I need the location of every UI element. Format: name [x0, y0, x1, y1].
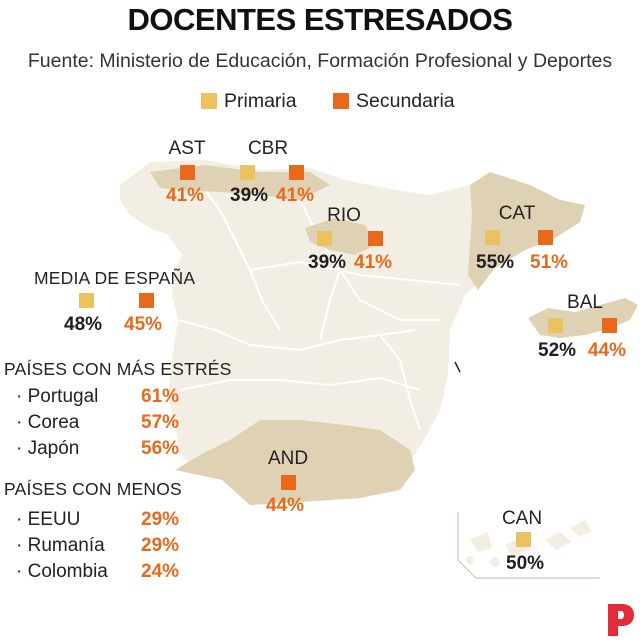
menos-estres-item-value: 24%: [141, 561, 180, 582]
region-label-and: AND: [267, 448, 309, 469]
mas-estres-title: PAÍSES CON MÁS ESTRÉS: [4, 359, 232, 379]
and-secundaria-value: 44%: [266, 495, 305, 516]
region-label-cat: CAT: [498, 203, 536, 224]
rio-primaria-value: 39%: [308, 252, 347, 273]
can-primaria-marker: [516, 532, 531, 547]
rio-primaria-marker: [317, 231, 332, 246]
cat-secundaria-marker: [538, 230, 553, 245]
region-label-cbr: CBR: [247, 138, 289, 159]
and-secundaria-marker: [281, 475, 296, 490]
media-espana-title: MEDIA DE ESPAÑA: [34, 268, 196, 288]
page-title: DOCENTES ESTRESADOS: [127, 2, 513, 37]
media-primaria-value: 48%: [64, 314, 103, 335]
region-label-rio: RIO: [327, 205, 361, 226]
mainland-shape: [120, 160, 585, 505]
bal-primaria-marker: [548, 318, 563, 333]
legend-secundaria-swatch: [333, 93, 349, 109]
mas-estres-item-label: · Corea: [16, 412, 80, 433]
menos-estres-item-value: 29%: [141, 509, 180, 530]
region-catalunya: [468, 172, 585, 290]
cbr-secundaria-value: 41%: [276, 185, 315, 206]
cat-primaria-value: 55%: [476, 252, 515, 273]
bal-secundaria-marker: [602, 318, 617, 333]
legend-primaria-label: Primaria: [224, 90, 297, 112]
region-label-can: CAN: [501, 508, 543, 529]
cat-secundaria-value: 51%: [530, 252, 569, 273]
menos-estres-item-label: · EEUU: [16, 509, 81, 530]
menos-estres-item-value: 29%: [141, 535, 180, 556]
cbr-primaria-value: 39%: [230, 185, 269, 206]
media-secundaria-marker: [139, 293, 154, 308]
region-asturias-cantabria: [150, 165, 330, 200]
legend-secundaria-label: Secundaria: [356, 90, 455, 112]
mas-estres-item-label: · Portugal: [16, 386, 99, 407]
bal-secundaria-value: 44%: [588, 340, 627, 361]
can-primaria-value: 50%: [506, 553, 545, 574]
source-subtitle: Fuente: Ministerio de Educación, Formaci…: [27, 50, 613, 72]
legend-primaria-swatch: [201, 93, 217, 109]
ast-secundaria-value: 41%: [166, 185, 205, 206]
cbr-secundaria-marker: [289, 165, 304, 180]
mas-estres-item-value: 56%: [141, 438, 180, 459]
mas-estres-item-value: 61%: [141, 386, 180, 407]
media-secundaria-value: 45%: [124, 314, 163, 335]
menos-estres-item-label: · Colombia: [16, 561, 108, 582]
region-label-ast: AST: [168, 138, 206, 159]
region-borders: [177, 189, 461, 431]
canarias-inset: [457, 512, 600, 579]
coast-tick-mark: [454, 361, 461, 373]
menos-estres-title: PAÍSES CON MENOS: [4, 479, 182, 499]
rio-secundaria-marker: [368, 231, 383, 246]
mas-estres-item-label: · Japón: [16, 438, 80, 459]
rio-secundaria-value: 41%: [354, 252, 393, 273]
cbr-primaria-marker: [240, 165, 255, 180]
mas-estres-item-value: 57%: [141, 412, 180, 433]
menos-estres-item-label: · Rumanía: [16, 535, 105, 556]
publisher-logo-icon: [608, 604, 634, 636]
cat-primaria-marker: [485, 230, 500, 245]
region-label-bal: BAL: [567, 292, 603, 313]
ast-secundaria-marker: [180, 165, 195, 180]
region-andalucia: [175, 420, 415, 505]
bal-primaria-value: 52%: [538, 340, 577, 361]
media-primaria-marker: [79, 293, 94, 308]
